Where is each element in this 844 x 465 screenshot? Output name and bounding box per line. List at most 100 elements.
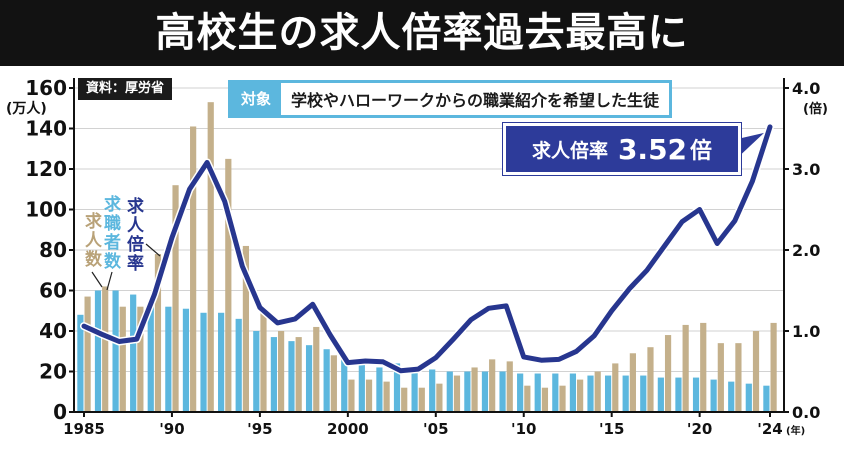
seekers-bar xyxy=(147,304,154,412)
jobs-bar xyxy=(401,387,408,412)
jobs-bar xyxy=(629,353,636,412)
jobs-bar xyxy=(770,322,777,412)
x-tick-label: '10 xyxy=(511,420,536,438)
jobs-bar xyxy=(541,387,549,412)
seekers-bar xyxy=(675,377,682,412)
x-tick-label: '90 xyxy=(159,420,184,438)
jobs-bar xyxy=(489,359,496,412)
callout-label: 求人倍率 xyxy=(531,139,608,162)
seekers-bar xyxy=(94,290,102,412)
right-tick-label: 2.0 xyxy=(792,241,820,260)
page-title: 高校生の求人倍率過去最高に xyxy=(155,10,689,56)
right-tick-label: 3.0 xyxy=(792,160,820,179)
jobs-bar xyxy=(242,245,250,412)
x-tick-label: '95 xyxy=(247,420,272,438)
seekers-bar xyxy=(376,367,383,412)
seekers-bar xyxy=(534,373,541,412)
seekers-bar xyxy=(692,377,700,412)
left-tick-label: 80 xyxy=(39,238,67,262)
legend-jobs-leader xyxy=(91,271,103,288)
header-bar: 高校生の求人倍率過去最高に xyxy=(0,0,844,66)
right-tick-label: 0.0 xyxy=(792,403,820,422)
left-tick-label: 140 xyxy=(25,117,67,141)
seekers-bar xyxy=(464,371,471,412)
jobs-bar xyxy=(330,355,337,412)
seekers-bar xyxy=(130,294,137,412)
right-axis-unit: (倍) xyxy=(803,102,828,117)
target-tag: 対象 xyxy=(231,83,282,115)
seekers-bar xyxy=(411,367,418,412)
jobs-bar xyxy=(190,126,197,412)
jobs-bar xyxy=(682,324,689,412)
right-tick-label: 1.0 xyxy=(792,322,820,341)
legend-seekers-label: 求職者数 xyxy=(104,195,121,272)
seekers-bar xyxy=(745,383,752,412)
seekers-bar xyxy=(200,312,207,412)
jobs-bar xyxy=(664,335,672,412)
seekers-bar xyxy=(499,371,506,412)
left-tick-label: 0 xyxy=(53,400,67,424)
jobs-bar xyxy=(735,343,742,412)
ratio-callout: 求人倍率 3.52 倍 xyxy=(503,123,741,175)
jobs-bar xyxy=(453,375,461,412)
jobs-bar xyxy=(102,286,109,412)
jobs-bar xyxy=(506,361,513,412)
seekers-bar xyxy=(341,355,348,412)
seekers-bar xyxy=(429,369,436,412)
seekers-bar xyxy=(305,345,313,412)
seekers-bar xyxy=(393,363,401,412)
seekers-bar xyxy=(710,379,717,412)
jobs-bar xyxy=(647,347,654,412)
callout-unit: 倍 xyxy=(690,139,713,164)
legend-jobs-label: 求人数 xyxy=(85,212,102,270)
seekers-bar xyxy=(481,371,489,412)
x-tick-label: 2000 xyxy=(327,420,369,438)
jobs-bar xyxy=(348,379,355,412)
ratio-line xyxy=(81,124,773,374)
left-axis-unit: (万人) xyxy=(6,101,47,117)
seekers-bar xyxy=(587,375,594,412)
jobs-bar xyxy=(172,185,179,412)
seekers-bar xyxy=(552,373,559,412)
seekers-bar xyxy=(446,371,453,412)
seekers-bar xyxy=(77,314,84,412)
jobs-bar xyxy=(119,306,126,412)
jobs-bar xyxy=(471,367,478,412)
seekers-bar xyxy=(218,312,225,412)
x-tick-label: '05 xyxy=(423,420,448,438)
x-tick-label: '15 xyxy=(599,420,624,438)
jobs-bar xyxy=(577,379,584,412)
x-tick-label: 1985 xyxy=(63,420,105,438)
jobs-bar xyxy=(559,385,566,412)
callout-value: 3.52 xyxy=(617,132,688,166)
legend-ratio-leader xyxy=(145,243,161,257)
seekers-bar xyxy=(235,318,242,412)
seekers-bar xyxy=(358,363,365,412)
target-box: 対象 学校やハローワークからの職業紹介を希望した生徒 xyxy=(228,80,673,118)
left-tick-label: 120 xyxy=(25,157,67,181)
x-tick-label: '20 xyxy=(687,420,712,438)
seekers-bar xyxy=(640,375,647,412)
left-tick-label: 40 xyxy=(39,319,67,343)
jobs-bar xyxy=(717,343,724,412)
jobs-bar xyxy=(594,371,601,412)
right-tick-label: 4.0 xyxy=(792,79,820,98)
left-tick-label: 20 xyxy=(39,360,67,384)
seekers-bar xyxy=(728,381,735,412)
jobs-bar xyxy=(418,387,425,412)
target-text: 学校やハローワークからの職業紹介を希望した生徒 xyxy=(291,91,660,110)
jobs-bar xyxy=(383,381,390,412)
seekers-bar xyxy=(270,337,277,412)
seekers-bar xyxy=(112,290,119,412)
jobs-bar xyxy=(137,306,144,412)
jobs-bar xyxy=(84,296,91,412)
jobs-bar xyxy=(436,383,443,412)
left-tick-label: 100 xyxy=(25,198,67,222)
jobs-bar xyxy=(524,385,531,412)
jobs-bar xyxy=(365,379,373,412)
jobs-bar xyxy=(277,331,285,412)
seekers-bar xyxy=(253,331,260,412)
jobs-bar xyxy=(295,337,302,412)
jobs-bar xyxy=(225,158,232,412)
